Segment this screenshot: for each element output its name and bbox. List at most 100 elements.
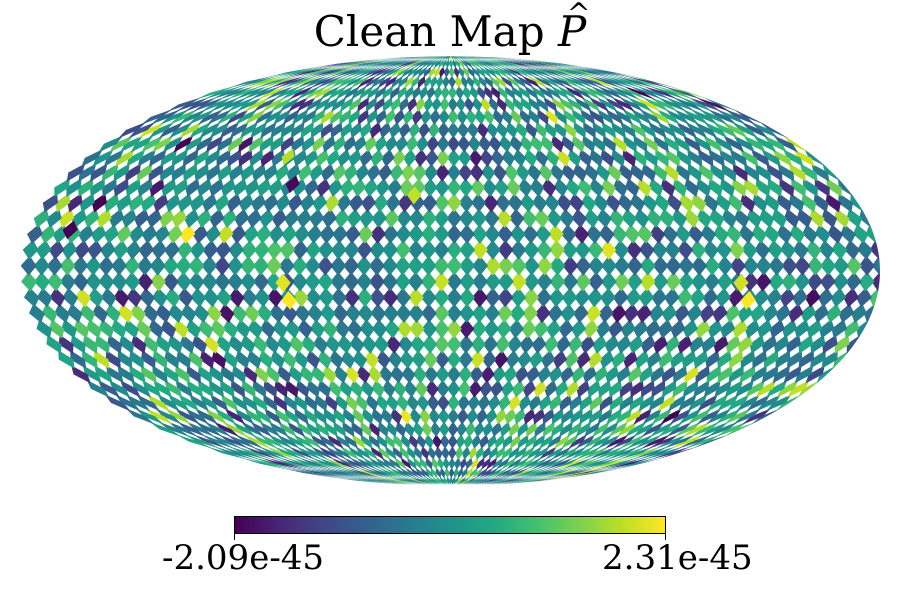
sky-pixel [152, 193, 169, 213]
sky-pixel [530, 85, 547, 100]
sky-pixel [284, 434, 308, 449]
sky-pixel [231, 379, 245, 398]
sky-pixel [703, 193, 719, 213]
sky-pixel [779, 287, 796, 308]
sky-pixel [468, 379, 482, 398]
sky-pixel [693, 135, 712, 153]
sky-pixel [315, 149, 329, 167]
sky-pixel [365, 394, 379, 412]
sky-pixel [746, 208, 763, 228]
sky-pixel [576, 379, 590, 398]
sky-pixel [58, 350, 75, 369]
sky-pixel [650, 365, 665, 384]
sky-pixel [466, 408, 479, 425]
sky-pixel [27, 224, 43, 244]
sky-pixel [822, 334, 838, 354]
sky-pixel [661, 303, 678, 323]
sky-pixel [673, 135, 691, 153]
sky-pixel [210, 85, 250, 100]
sky-pixel [490, 149, 505, 167]
sky-pixel [455, 97, 466, 112]
sky-pixel [588, 271, 604, 292]
sky-pixel [496, 319, 512, 339]
sky-pixel [741, 240, 758, 260]
sky-pixel [611, 350, 626, 369]
sky-pixel [154, 224, 170, 244]
sky-pixel [664, 334, 680, 354]
sky-pixel [332, 66, 368, 78]
sky-pixel [465, 109, 477, 125]
sky-pixel [48, 319, 65, 339]
sky-pixel [362, 467, 393, 479]
sky-pixel [336, 457, 363, 470]
sky-pixel [568, 193, 584, 213]
sky-pixel [227, 135, 244, 153]
sky-pixel [592, 121, 606, 139]
sky-pixel [427, 121, 440, 139]
sky-pixel [97, 379, 120, 398]
sky-pixel [728, 240, 745, 260]
sky-pixel [348, 149, 362, 167]
sky-pixel [233, 208, 250, 228]
sky-pixel [572, 163, 588, 182]
sky-pixel [41, 303, 58, 323]
sky-pixel [441, 446, 450, 460]
sky-pixel [435, 163, 450, 182]
sky-pixel [231, 365, 246, 384]
sky-pixel [335, 394, 348, 412]
sky-pixel [412, 59, 431, 69]
sky-pixel [468, 467, 478, 479]
sky-pixel [173, 319, 189, 339]
sky-pixel [359, 319, 375, 339]
sky-pixel [626, 240, 642, 260]
sky-pixel [639, 365, 654, 384]
sky-pixel [317, 271, 334, 292]
sky-pixel [565, 379, 579, 398]
sky-pixel [704, 255, 721, 276]
sky-pixel [486, 457, 498, 470]
sky-pixel [782, 149, 804, 167]
sky-pixel [499, 66, 520, 78]
sky-pixel [214, 255, 231, 276]
sky-pixel [625, 446, 663, 460]
sky-pixel [832, 271, 849, 292]
sky-pixel [519, 135, 533, 153]
sky-pixel [484, 224, 501, 244]
sky-pixel [533, 319, 549, 339]
sky-pixel [814, 224, 831, 244]
sky-pixel [137, 178, 153, 197]
sky-pixel [571, 365, 586, 384]
sky-pixel [357, 467, 389, 479]
sky-pixel [179, 334, 195, 354]
sky-pixel [672, 97, 705, 112]
sky-pixel [145, 408, 174, 425]
sky-pixel [61, 240, 78, 260]
sky-pixel [487, 394, 501, 412]
sky-pixel [631, 446, 670, 460]
sky-pixel [346, 467, 382, 479]
sky-pixel [183, 434, 221, 449]
sky-pixel [483, 193, 499, 213]
sky-pixel [208, 208, 225, 228]
sky-pixel [238, 193, 254, 213]
sky-pixel [512, 97, 523, 112]
sky-pixel [395, 240, 411, 260]
sky-pixel [730, 255, 746, 276]
sky-pixel [82, 365, 102, 384]
sky-pixel [560, 457, 594, 470]
sky-pixel [548, 287, 565, 308]
sky-pixel [590, 457, 633, 470]
sky-pixel [496, 97, 507, 112]
sky-pixel [478, 135, 492, 153]
sky-pixel [708, 178, 723, 197]
sky-pixel [754, 240, 771, 260]
sky-pixel [113, 163, 130, 182]
sky-pixel [422, 193, 438, 213]
sky-pixel [302, 75, 334, 89]
sky-pixel [472, 255, 489, 276]
sky-pixel [398, 97, 409, 112]
sky-pixel [256, 178, 272, 197]
sky-pixel [694, 319, 711, 339]
sky-pixel [372, 66, 396, 78]
sky-pixel [301, 109, 318, 125]
